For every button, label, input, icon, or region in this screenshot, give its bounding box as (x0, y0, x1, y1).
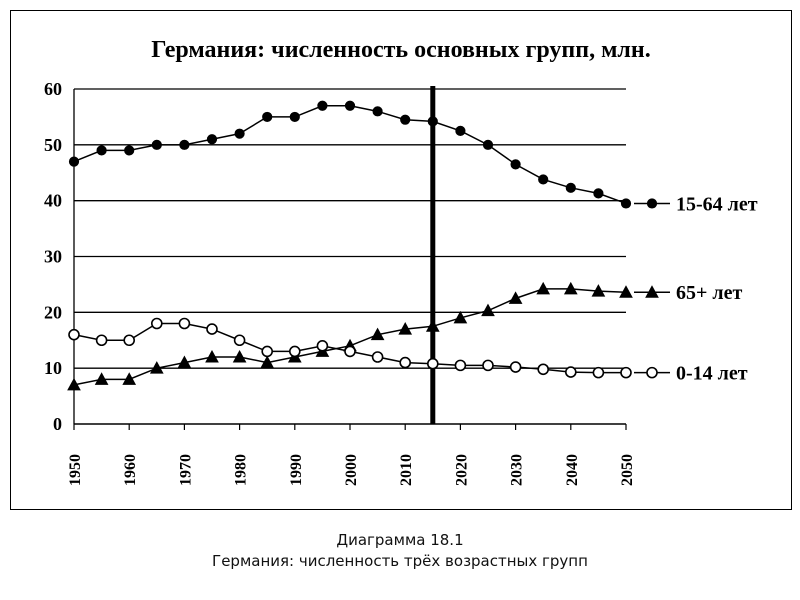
data-point (425, 319, 440, 332)
x-tick-label: 1980 (233, 454, 250, 486)
y-tick-label: 20 (44, 302, 62, 322)
data-point (453, 310, 468, 324)
y-tick-label: 40 (44, 191, 62, 211)
data-point (620, 366, 632, 379)
data-point (95, 334, 108, 347)
series-line (73, 105, 627, 205)
data-point (262, 111, 273, 123)
data-point (289, 111, 300, 123)
data-point (96, 145, 107, 156)
data-point (232, 349, 247, 363)
data-point (151, 317, 163, 330)
data-point (261, 345, 274, 358)
data-point (123, 334, 135, 347)
data-point (427, 116, 438, 127)
y-tick-label: 10 (44, 358, 62, 378)
data-point (592, 366, 605, 379)
legend-label: 15-64 лет (676, 193, 758, 215)
data-point (288, 345, 301, 358)
y-tick-label: 0 (53, 414, 62, 434)
data-point (178, 317, 191, 330)
figure-caption: Диаграмма 18.1 Германия: численность трё… (0, 530, 800, 572)
x-tick-label: 1960 (122, 454, 139, 486)
chart-svg: Германия: численность основных групп, мл… (44, 37, 758, 486)
chart-title: Германия: численность основных групп, мл… (151, 37, 650, 63)
x-tick-label: 2000 (343, 454, 360, 486)
data-point (510, 159, 521, 170)
data-point (372, 106, 383, 117)
data-point (565, 182, 576, 193)
data-point (151, 139, 162, 150)
y-tick-label: 60 (44, 79, 62, 99)
data-point (426, 357, 439, 370)
data-point (399, 356, 412, 369)
x-tick-label: 2030 (509, 454, 526, 486)
data-point (317, 100, 328, 111)
series-group (68, 317, 632, 379)
data-point (94, 372, 109, 385)
caption-line-1: Диаграмма 18.1 (336, 531, 464, 549)
series-group (68, 100, 632, 209)
data-point (564, 366, 577, 378)
data-point (344, 100, 356, 111)
data-point (344, 345, 356, 358)
data-point (454, 359, 467, 372)
data-point (370, 327, 385, 341)
data-point (537, 363, 550, 376)
data-point (124, 145, 135, 156)
y-tick-label: 30 (44, 247, 62, 267)
data-point (205, 349, 219, 363)
data-point (536, 281, 551, 295)
data-point (260, 355, 275, 369)
data-point (591, 284, 606, 297)
data-point (371, 351, 384, 363)
series-layer (67, 100, 633, 391)
data-point (179, 139, 190, 150)
data-point (177, 355, 192, 369)
data-point (482, 359, 494, 372)
data-point (563, 281, 578, 295)
data-point (68, 328, 80, 341)
data-point (620, 198, 632, 209)
x-tick-label: 1970 (177, 454, 194, 486)
data-point (233, 334, 246, 347)
legend-marker (645, 285, 659, 298)
data-point (593, 188, 604, 199)
legend-marker (646, 198, 658, 209)
data-point (619, 285, 633, 298)
data-point (508, 291, 523, 304)
data-point (68, 156, 80, 167)
data-point (400, 114, 411, 125)
x-tick-label: 2010 (398, 454, 415, 486)
x-tick-label: 2040 (564, 454, 581, 486)
legend-layer: 15-64 лет 65+ лет 0-14 лет (634, 193, 758, 385)
chart-frame: Германия: численность основных групп, мл… (10, 10, 792, 510)
data-point (398, 322, 413, 335)
x-tick-label: 2050 (619, 454, 636, 486)
data-point (122, 372, 137, 385)
data-point (234, 128, 245, 139)
data-point (538, 174, 549, 185)
y-tick-label: 50 (44, 135, 62, 155)
x-tick-label: 1990 (288, 454, 305, 486)
data-point (482, 139, 494, 150)
x-tick-label: 1950 (67, 454, 84, 486)
legend-label: 65+ лет (676, 282, 742, 304)
x-tick-label: 2020 (453, 454, 470, 486)
data-point (316, 340, 329, 352)
data-point (206, 323, 218, 335)
data-point (455, 125, 466, 136)
legend-marker (646, 366, 658, 379)
series-group (67, 281, 633, 391)
data-point (149, 361, 164, 374)
caption-line-2: Германия: численность трёх возрастных гр… (212, 552, 588, 570)
data-point (67, 377, 81, 391)
data-point (481, 303, 495, 317)
data-point (509, 361, 522, 373)
data-point (206, 134, 218, 145)
legend-label: 0-14 лет (676, 363, 748, 385)
